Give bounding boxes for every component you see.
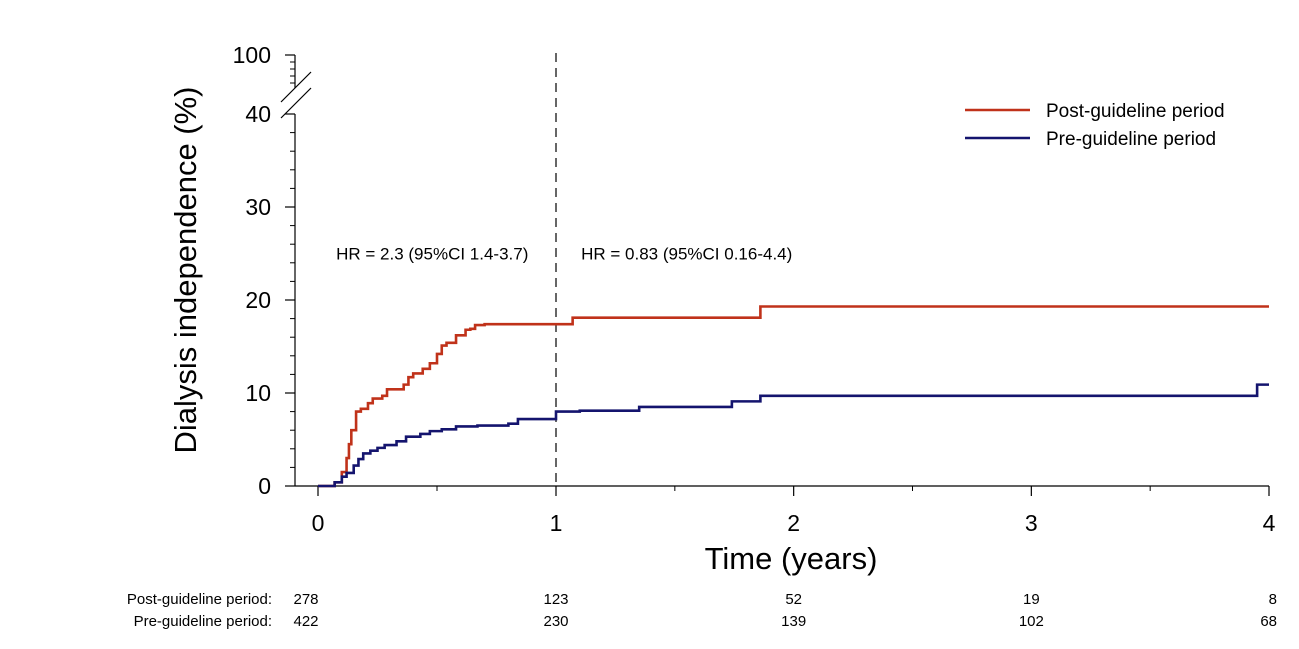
axis-break-mark [280, 71, 312, 103]
risk-cell: 422 [293, 613, 318, 630]
axes: 0 10 20 30 40 100 0 1 2 3 4 [233, 42, 1276, 536]
x-tick-label: 2 [787, 510, 800, 536]
risk-cell: 19 [1023, 591, 1040, 608]
legend-label-post-guideline-period: Post-guideline period [1046, 101, 1225, 122]
legend-label-pre-guideline-period: Pre-guideline period [1046, 129, 1216, 150]
y-tick-label: 30 [245, 194, 271, 220]
hr-annotation: HR = 2.3 (95%CI 1.4-3.7) [336, 245, 528, 264]
y-tick-label: 0 [258, 473, 271, 499]
risk-cell: 102 [1019, 613, 1044, 630]
y-axis-title: Dialysis independence (%) [168, 86, 203, 453]
legend: Post-guideline period Pre-guideline perio… [965, 101, 1225, 150]
risk-cell: 8 [1269, 591, 1277, 608]
x-tick-label: 0 [312, 510, 325, 536]
axis-break-mark [280, 87, 312, 119]
risk-cell: 123 [543, 591, 568, 608]
number-at-risk-table: Post-guideline period: 278 123 52 19 8 Pre-gui… [127, 591, 1277, 630]
x-tick-label: 1 [550, 510, 563, 536]
risk-cell: 139 [781, 613, 806, 630]
annotations-group: HR = 2.3 (95%CI 1.4-3.7) HR = 0.83 (95%CI… [336, 245, 792, 264]
y-tick-label: 40 [245, 101, 271, 127]
y-tick-label: 100 [233, 42, 271, 68]
x-tick-label: 4 [1263, 510, 1276, 536]
x-tick-label: 3 [1025, 510, 1038, 536]
risk-cell: 52 [785, 591, 802, 608]
series-line-pre-guideline-period [318, 383, 1269, 488]
y-tick-label: 10 [245, 380, 271, 406]
x-axis-title: Time (years) [705, 541, 878, 576]
risk-cell: 278 [293, 591, 318, 608]
risk-cell: 68 [1260, 613, 1277, 630]
series-line-post-guideline-period [318, 305, 1269, 488]
hr-annotation: HR = 0.83 (95%CI 0.16-4.4) [581, 245, 792, 264]
risk-row-label: Pre-guideline period: [134, 613, 272, 630]
risk-row-label: Post-guideline period: [127, 591, 272, 608]
y-tick-label: 20 [245, 287, 271, 313]
series-group [318, 305, 1269, 488]
risk-cell: 230 [543, 613, 568, 630]
